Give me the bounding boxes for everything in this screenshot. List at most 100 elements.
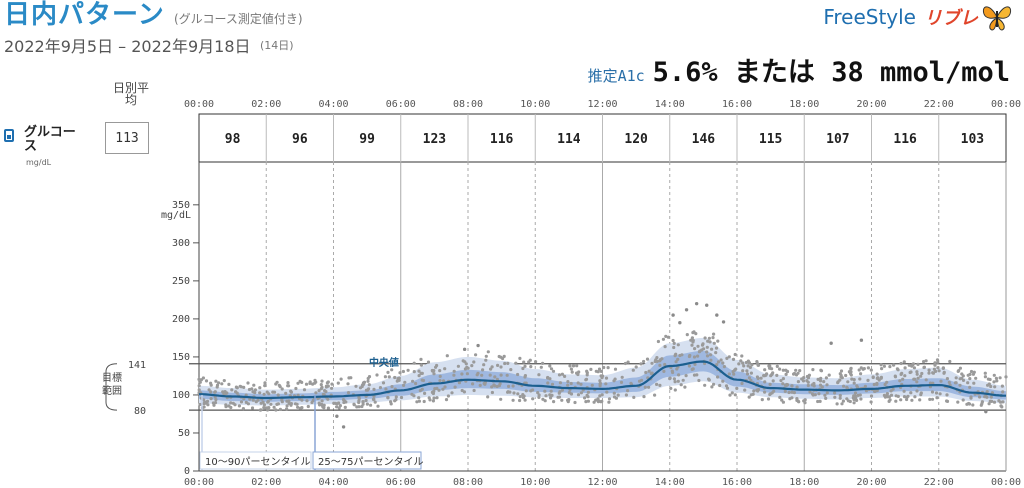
reading-point (709, 353, 713, 357)
reading-point (863, 384, 868, 388)
date-range-days: (14日) (260, 39, 294, 52)
reading-point (215, 385, 219, 389)
reading-point (486, 350, 490, 354)
reading-point (511, 384, 515, 388)
reading-point (433, 387, 437, 391)
reading-point (653, 393, 657, 397)
reading-point (733, 368, 737, 372)
reading-point (869, 368, 873, 372)
x-tick-bottom: 18:00 (789, 477, 819, 488)
reading-point (343, 405, 347, 409)
reading-point (452, 373, 456, 377)
reading-point (214, 398, 218, 402)
hourly-avg-value: 116 (490, 132, 514, 147)
reading-point (941, 366, 945, 370)
reading-point (605, 390, 609, 394)
reading-point (507, 384, 511, 388)
reading-point (811, 368, 815, 372)
a1c-label: 推定A1c (587, 67, 645, 85)
reading-point (597, 399, 601, 403)
reading-point (558, 381, 563, 385)
reading-point (715, 313, 719, 317)
reading-point (323, 389, 327, 393)
reading-point (397, 378, 401, 382)
reading-point (858, 377, 862, 381)
x-tick-top: 00:00 (991, 99, 1021, 110)
reading-point (499, 397, 503, 401)
reading-point (710, 385, 714, 389)
reading-point (731, 357, 736, 361)
reading-point (263, 381, 267, 385)
reading-point (707, 336, 712, 340)
reading-point (998, 376, 1002, 380)
reading-point (302, 388, 307, 392)
reading-point (314, 391, 318, 395)
reading-point (747, 395, 751, 399)
reading-point (614, 396, 619, 400)
reading-point (285, 404, 289, 408)
reading-point (512, 391, 516, 395)
reading-point (885, 380, 889, 384)
reading-point (719, 358, 723, 362)
freestyle-logo: FreeStyle リブレ (823, 0, 1014, 34)
reading-point (417, 399, 421, 403)
reading-point (474, 353, 478, 357)
reading-point (824, 376, 829, 380)
x-tick-top: 14:00 (655, 99, 685, 110)
reading-point (432, 396, 436, 400)
reading-point (690, 343, 694, 347)
reading-point (902, 389, 906, 393)
reading-point (598, 382, 602, 386)
reading-point (601, 374, 605, 378)
reading-point (537, 373, 541, 377)
x-tick-bottom: 16:00 (722, 477, 752, 488)
reading-point (740, 354, 744, 358)
x-tick-bottom: 00:00 (991, 477, 1021, 488)
reading-point (330, 386, 334, 390)
reading-point (888, 365, 892, 369)
reading-point (354, 384, 358, 388)
reading-point (202, 405, 206, 409)
reading-point (335, 405, 339, 409)
reading-point (676, 357, 680, 361)
reading-point (238, 384, 242, 388)
median-label: 中央値 (369, 356, 399, 369)
reading-point (974, 376, 978, 380)
reading-point (655, 382, 659, 386)
reading-point (688, 353, 692, 358)
reading-point (759, 376, 763, 380)
title-note: (グルコース測定値付き) (174, 12, 303, 26)
reading-point (372, 397, 376, 401)
reading-point (893, 374, 897, 378)
reading-point (1004, 375, 1008, 379)
reading-point (476, 343, 480, 348)
reading-point (373, 400, 377, 404)
reading-point (727, 372, 731, 376)
reading-point (892, 363, 896, 367)
reading-point (364, 398, 368, 403)
reading-point (304, 382, 309, 386)
butterfly-icon (982, 6, 1012, 31)
x-tick-bottom: 10:00 (520, 477, 550, 488)
reading-point (204, 401, 208, 405)
x-tick-bottom: 12:00 (587, 477, 617, 488)
reading-point (763, 390, 767, 394)
reading-point (763, 368, 767, 372)
reading-point (701, 342, 705, 346)
reading-point (317, 389, 321, 393)
reading-point (560, 388, 565, 392)
reading-point (716, 360, 721, 364)
reading-point (866, 366, 871, 370)
reading-point (730, 391, 734, 395)
reading-point (541, 397, 545, 401)
reading-point (250, 406, 255, 410)
hourly-avg-value: 99 (359, 132, 375, 147)
reading-point (806, 383, 810, 388)
reading-point (780, 398, 784, 402)
reading-point (271, 390, 275, 394)
reading-point (902, 360, 906, 364)
reading-point (768, 382, 772, 386)
reading-point (705, 350, 709, 354)
reading-point (375, 373, 379, 377)
reading-point (989, 384, 993, 389)
